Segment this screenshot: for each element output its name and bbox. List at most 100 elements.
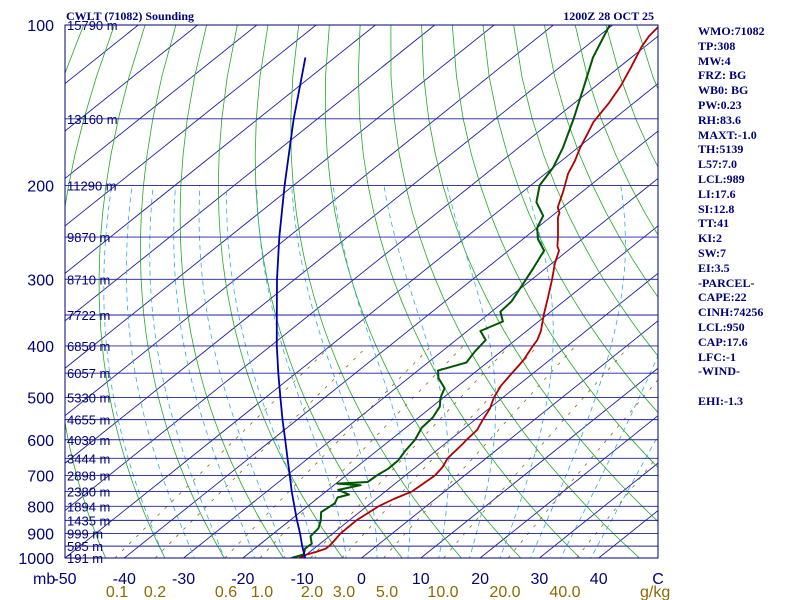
mixing-ratio-unit-label: g/kg xyxy=(640,584,670,600)
height-label: 5330 m xyxy=(67,391,110,406)
temperature-tick-label: -20 xyxy=(231,571,254,588)
mixing-ratio-tick-label: 40.0 xyxy=(549,584,580,600)
temperature-tick-label: -30 xyxy=(172,571,195,588)
info-line: SI:12.8 xyxy=(698,201,735,216)
mixing-ratio-tick-label: 20.0 xyxy=(489,584,520,600)
moist-adiabat-line xyxy=(499,185,554,558)
pressure-tick-label: 300 xyxy=(27,272,54,289)
moist-adiabat-line xyxy=(383,185,450,558)
dry-adiabat-line xyxy=(65,25,115,558)
chart-grid xyxy=(65,25,800,569)
isotherm-line xyxy=(65,25,495,369)
height-label: 8710 m xyxy=(67,272,110,287)
mixing-ratio-tick-label: 2.0 xyxy=(301,584,323,600)
dry-adiabat-line xyxy=(357,25,581,558)
moist-adiabat-line xyxy=(256,185,347,558)
temperature-tick-label: 40 xyxy=(590,571,608,588)
plot-frame xyxy=(64,24,659,559)
info-line: L57:7.0 xyxy=(698,157,737,172)
dry-adiabat-line xyxy=(421,25,658,522)
dry-adiabat-line xyxy=(140,25,225,558)
mixing-ratio-tick-label: 3.0 xyxy=(333,584,355,600)
info-line: TP:308 xyxy=(698,38,736,53)
dry-adiabat-line xyxy=(179,25,284,558)
temperature-tick-label: -40 xyxy=(113,571,136,588)
isotherm-line xyxy=(301,272,658,558)
moist-adiabat-line xyxy=(173,185,255,558)
pressure-tick-label: 700 xyxy=(27,468,54,485)
pressure-tick-label: 100 xyxy=(27,18,54,35)
dry-adiabat-line xyxy=(98,25,166,558)
height-label: 15790 m xyxy=(67,18,118,33)
height-label: 7722 m xyxy=(67,308,110,323)
height-label: 6057 m xyxy=(67,366,110,381)
moist-adiabat-line xyxy=(198,185,286,558)
pressure-tick-label: 400 xyxy=(27,339,54,356)
isotherm-line xyxy=(183,177,658,558)
moist-adiabat-line xyxy=(149,185,225,558)
info-line: TH:5139 xyxy=(698,142,744,157)
isotherm-line xyxy=(539,462,658,558)
height-label: 191 m xyxy=(67,551,103,566)
height-label: 1435 m xyxy=(67,513,110,528)
info-line: LCL:950 xyxy=(698,319,745,334)
mixing-ratio-tick-label: 1.0 xyxy=(251,584,273,600)
dry-adiabat-line xyxy=(759,25,800,569)
info-line: -WIND- xyxy=(698,364,740,379)
pressure-unit-label: mb xyxy=(33,571,55,588)
mixing-ratio-tick-label: 10.0 xyxy=(427,584,458,600)
moist-adiabat-line xyxy=(126,185,195,558)
info-line: WMO:71082 xyxy=(698,24,765,38)
info-line: EHI:-1.3 xyxy=(698,393,743,408)
info-line xyxy=(698,379,765,394)
dry-adiabat-line xyxy=(790,25,800,569)
pressure-tick-label: 900 xyxy=(27,527,54,544)
isotherm-line xyxy=(124,130,658,558)
dry-adiabat-line xyxy=(217,25,344,558)
moist-adiabat-line xyxy=(529,185,626,558)
height-label: 3444 m xyxy=(67,451,110,466)
isotherm-line xyxy=(65,25,258,180)
height-label: 13160 m xyxy=(67,112,118,127)
dry-adiabat-line xyxy=(513,25,658,357)
temperature-tick-label: -50 xyxy=(53,571,76,588)
mixing-ratio-line xyxy=(154,345,368,558)
isotherm-line xyxy=(65,25,613,464)
info-line: CAPE:22 xyxy=(698,290,747,305)
moist-adiabat-line xyxy=(446,185,497,558)
info-line: CINH:74256 xyxy=(698,305,764,320)
temperature-tick-label: 20 xyxy=(471,571,489,588)
dry-adiabat-line xyxy=(482,25,658,414)
isotherm-line xyxy=(361,320,658,558)
isotherm-line xyxy=(65,25,198,132)
info-line: WB0: BG xyxy=(698,83,749,98)
mixing-ratio-line xyxy=(507,379,658,558)
temperature-tick-label: 0 xyxy=(357,571,366,588)
isotherm-line xyxy=(65,35,658,512)
temperature-trace xyxy=(298,25,658,558)
pressure-tick-label: 600 xyxy=(27,433,54,450)
pressure-tick-label: 500 xyxy=(27,391,54,408)
isotherm-line xyxy=(65,25,554,417)
temperature-tick-label: 30 xyxy=(531,571,549,588)
moist-adiabat-line xyxy=(291,185,378,558)
temperature-tick-label: 10 xyxy=(412,571,430,588)
mixing-ratio-tick-label: 0.6 xyxy=(215,584,237,600)
isotherm-line xyxy=(65,25,436,322)
info-line: SW:7 xyxy=(698,245,727,260)
info-line: PW:0.23 xyxy=(698,97,742,112)
info-line: EI:3.5 xyxy=(698,260,730,275)
temperature-tick-label: -10 xyxy=(291,571,314,588)
isotherm-line xyxy=(242,225,658,558)
moist-adiabat-line xyxy=(226,185,316,558)
sounding-traces xyxy=(275,25,658,558)
temperature-unit-label: C xyxy=(652,571,664,588)
parcel-trace xyxy=(275,57,307,558)
height-label: 11290 m xyxy=(67,178,117,193)
info-line: TT:41 xyxy=(698,216,730,231)
dry-adiabat-line xyxy=(390,25,640,558)
info-line: LI:17.6 xyxy=(698,186,736,201)
pressure-tick-label: 800 xyxy=(27,499,54,516)
